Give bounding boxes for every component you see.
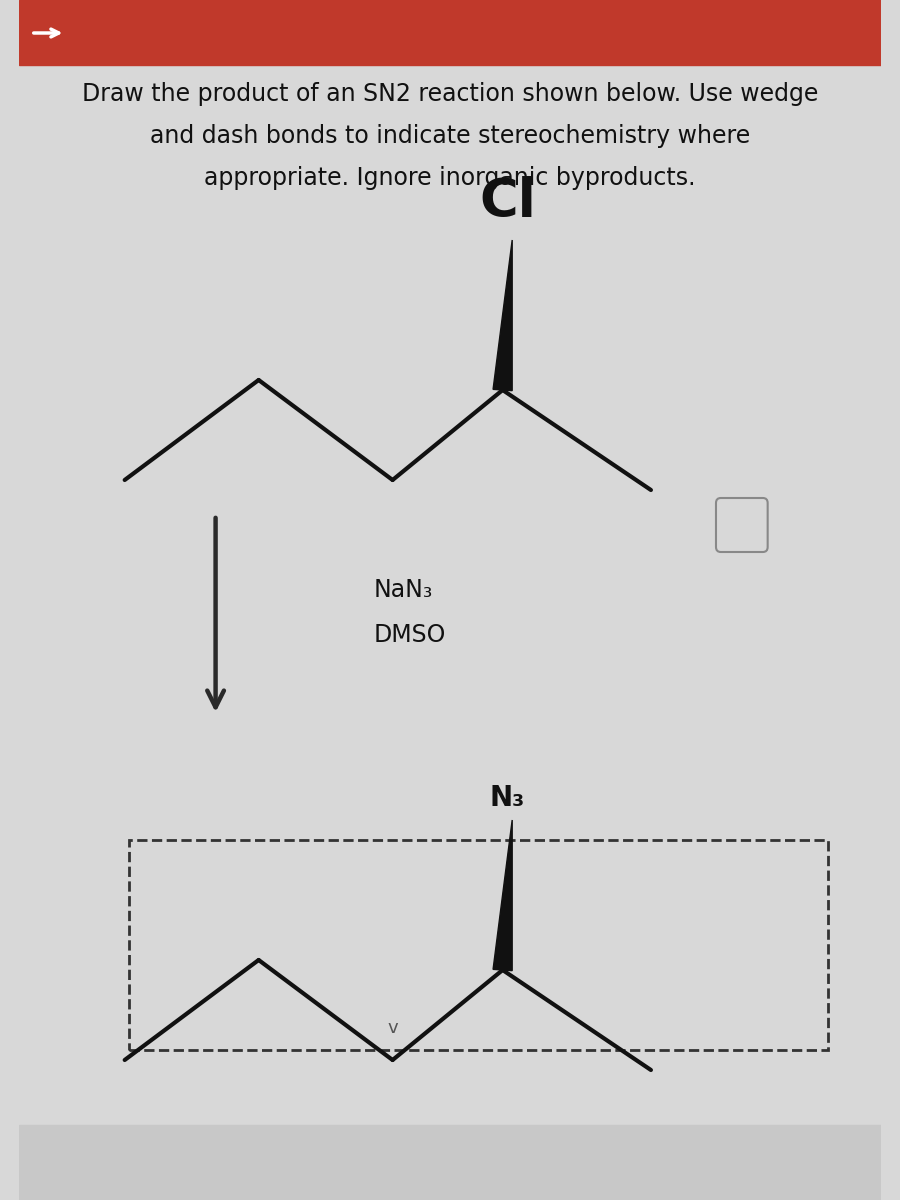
Bar: [20, 0, 880, 65]
Text: Q: Q: [737, 518, 747, 532]
Text: v: v: [387, 1019, 398, 1037]
Text: DMSO: DMSO: [374, 623, 446, 647]
Polygon shape: [493, 820, 512, 971]
Text: Draw the product of an SN2 reaction shown below. Use wedge: Draw the product of an SN2 reaction show…: [82, 82, 818, 106]
Text: appropriate. Ignore inorganic byproducts.: appropriate. Ignore inorganic byproducts…: [204, 166, 696, 190]
Text: Cl: Cl: [479, 176, 536, 228]
FancyBboxPatch shape: [716, 498, 768, 552]
Text: N₃: N₃: [490, 784, 525, 812]
Text: NaN₃: NaN₃: [374, 578, 433, 602]
Polygon shape: [493, 240, 512, 391]
Text: and dash bonds to indicate stereochemistry where: and dash bonds to indicate stereochemist…: [150, 124, 750, 148]
Bar: [20, 1126, 880, 1200]
